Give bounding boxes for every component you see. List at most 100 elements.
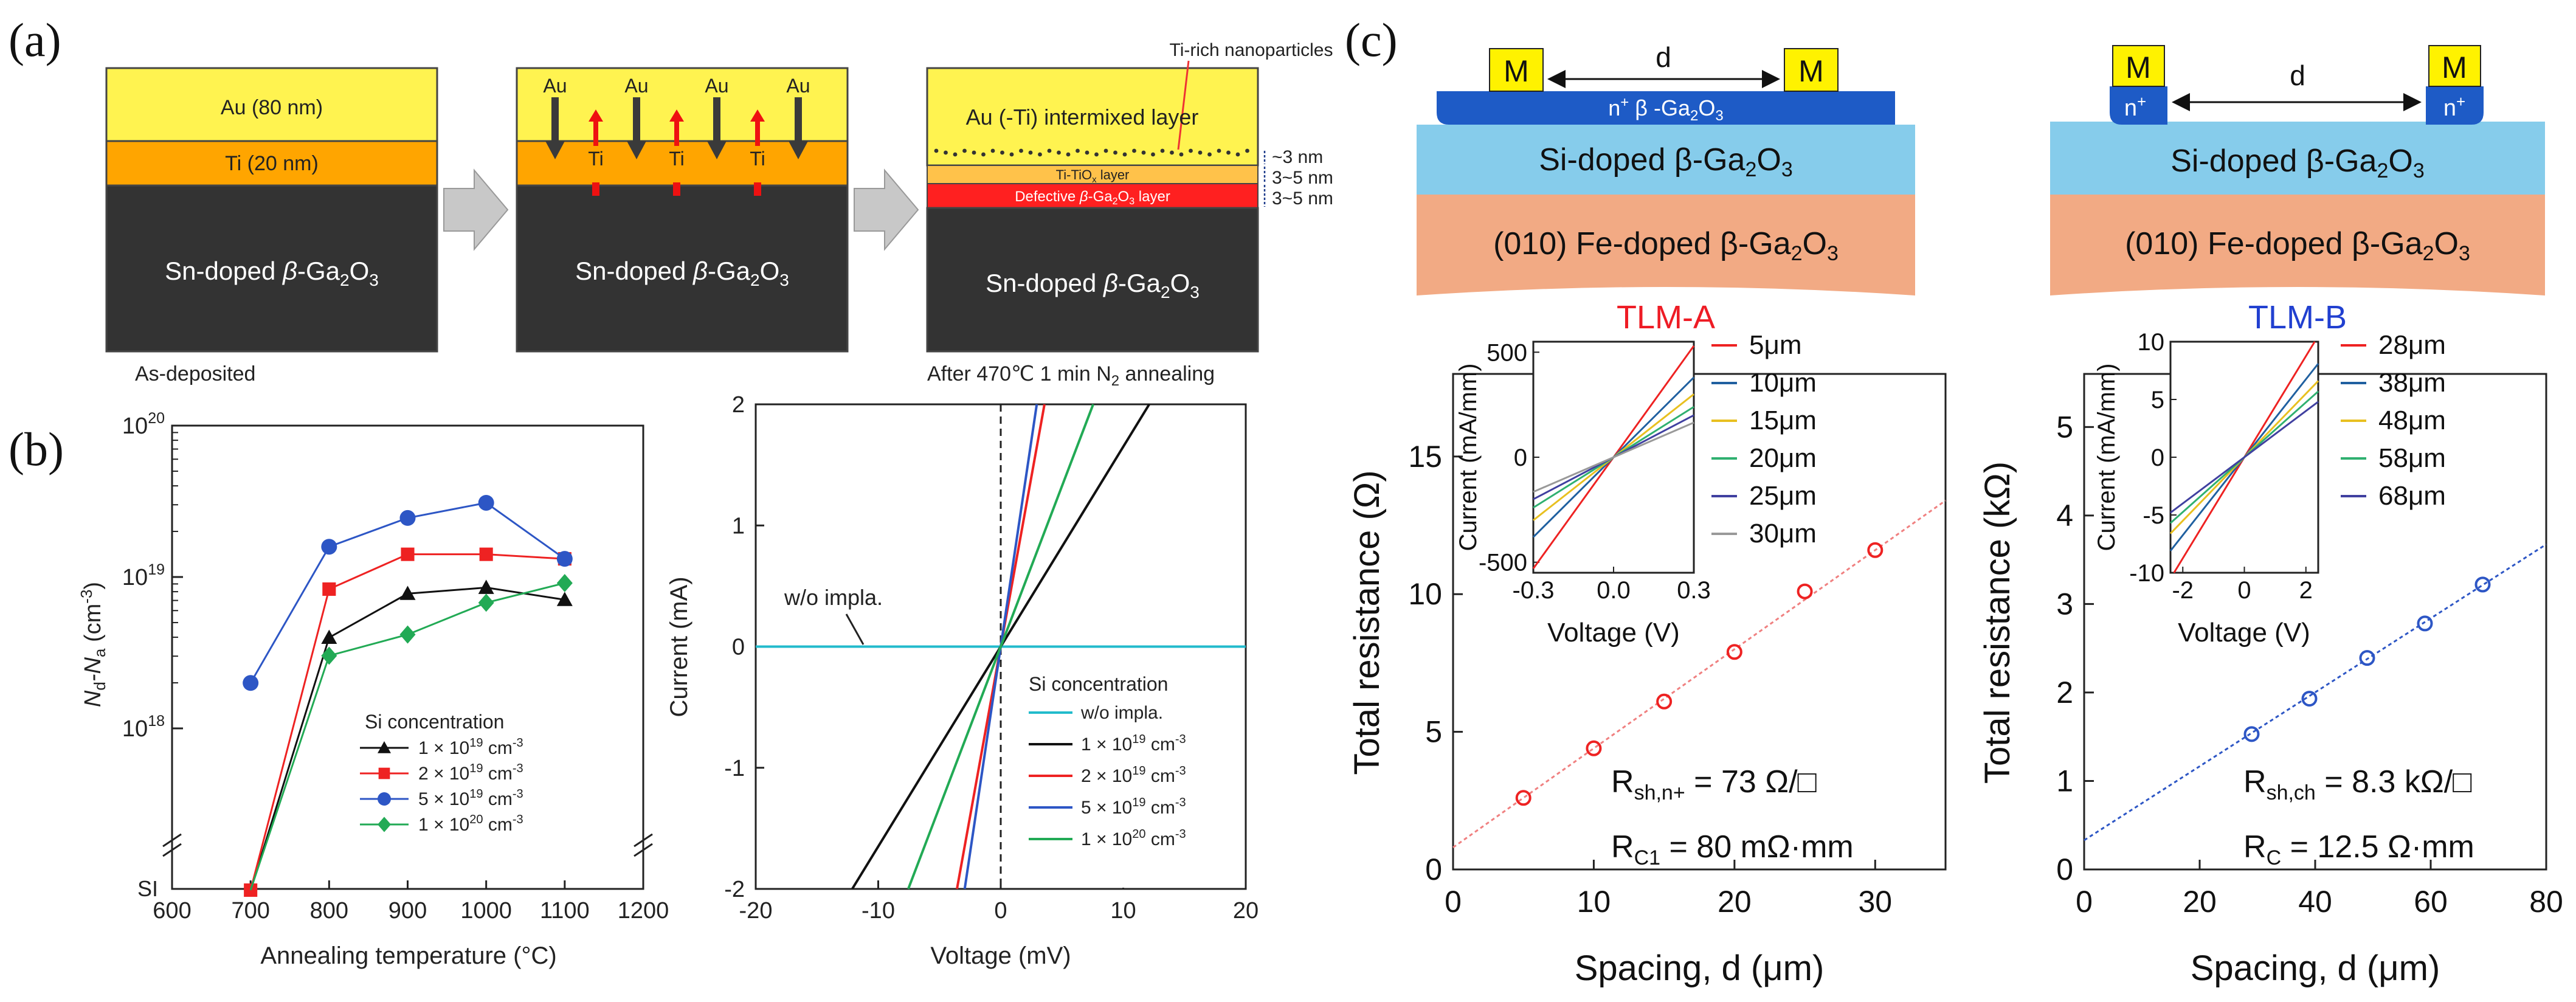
data-point (2359, 650, 2375, 666)
x-tick-label: 10 (1577, 885, 1611, 919)
ti-arrow-label: Ti (669, 148, 684, 170)
nanoparticle-dot (1151, 152, 1155, 157)
inset-x-label: Voltage (V) (2178, 618, 2310, 648)
inset-y-tick-label: 0 (2151, 444, 2164, 471)
legend: Si concentration 1 × 1019 cm-3 2 × 1019 c… (360, 711, 523, 835)
layer-stack-diffusion: Sn-doped β-Ga2O3 Au Au Au Au Ti Ti Ti (516, 67, 849, 353)
data-point (478, 593, 494, 612)
nanoparticle-dot (1245, 148, 1249, 153)
y-tick-label: 1018 (122, 713, 165, 742)
inset-y-tick-label: -500 (1479, 550, 1527, 576)
nanoparticle-dot (1094, 152, 1099, 157)
y-axis-label: Nd-Na (cm-3) (77, 582, 109, 707)
nanoparticle-dot (972, 150, 976, 155)
inset-iv-line (1533, 421, 1694, 493)
nanoparticle-dot (944, 150, 948, 155)
panel-a: (a) Au (80 nm) Ti (20 nm) Sn-doped β-Ga2… (9, 13, 1333, 389)
legend-label: 48μm (2378, 406, 2446, 435)
chart-doping-vs-temperature: 600 700 800 900 1000 1100 1200 1018 1019 1020 Ann… (77, 410, 669, 969)
axes-ticks: 0 10 20 30 0 5 10 15 (1408, 440, 1892, 919)
inset-x-tick-label: -2 (2172, 577, 2194, 604)
legend: Si concentration w/o impla. 1 × 1019 cm-3… (1021, 663, 1243, 888)
inset-y-tick-label: 10 (2138, 329, 2165, 356)
thickness-label-3: 3~5 nm (1272, 188, 1333, 209)
fit-line (2084, 544, 2547, 841)
ti-diffusion-arrow-head (750, 109, 765, 122)
au-layer (105, 67, 438, 142)
inset-iv: -0.3 0.0 0.3 -500 0 500 Voltage (V) Current (… (1455, 339, 1711, 648)
inset-x-label: Voltage (V) (1547, 618, 1680, 648)
nanoparticle-dot (1066, 152, 1071, 157)
legend-label: 2 × 1019 cm-3 (1081, 764, 1186, 786)
ti-diffusion-arrow-head (669, 109, 684, 122)
data-point (2417, 615, 2433, 632)
process-arrow-2 (854, 168, 919, 251)
au-arrow-label: Au (624, 75, 648, 97)
nanoparticle-dot (1170, 150, 1174, 155)
metal-contact-right (1784, 48, 1839, 92)
layer-stack-as-deposited: Au (80 nm) Ti (20 nm) Sn-doped β-Ga2O3 (105, 67, 438, 353)
nanoparticle-dot (990, 148, 995, 153)
data-point (321, 646, 337, 665)
ti-arrow-label: Ti (750, 148, 765, 170)
y-axis-label: Total resistance (kΩ) (1978, 461, 2017, 784)
data-point (2474, 576, 2491, 593)
n-plus-label-left: n+ (2124, 92, 2146, 121)
intermixed-layer-label: Au (-Ti) intermixed layer (966, 105, 1199, 130)
data-point (243, 675, 259, 691)
inset-y-label: Current (mA/mm) (1455, 364, 1482, 551)
data-point (1726, 644, 1742, 660)
au-diffusion-arrow-head (707, 141, 727, 159)
n-plus-layer (1437, 91, 1895, 125)
data-point (478, 579, 494, 594)
x-tick-label: 800 (310, 898, 348, 924)
ga2o3-substrate (516, 184, 849, 353)
metal-contact-left (1489, 48, 1544, 92)
tlm-a-title: TLM-A (1617, 299, 1715, 336)
inset-y-tick-label: -10 (2129, 560, 2164, 587)
x-tick-label: 80 (2529, 885, 2563, 919)
data-series (756, 403, 1246, 890)
data-point (321, 539, 337, 555)
linear-fit-line (1452, 500, 1946, 849)
au-ti-intermixed-layer (926, 67, 1259, 167)
ti-reaction-site (592, 182, 599, 196)
x-tick-label: 900 (388, 898, 427, 924)
x-axis-label: Voltage (mV) (930, 942, 1071, 969)
nanoparticles-pointer (1177, 60, 1190, 150)
ga2o3-substrate (926, 207, 1259, 353)
ti-rich-nanoparticles (934, 148, 1249, 157)
nanoparticle-dot (1009, 152, 1014, 157)
x-tick-label: 0 (1445, 885, 1462, 919)
spacing-label: d (1656, 41, 1671, 73)
metal-label-right: M (1798, 54, 1824, 88)
nanoparticle-dot (934, 148, 939, 153)
inset-y-tick-label: -5 (2143, 502, 2164, 529)
data-point (399, 586, 416, 600)
ti-reaction-site (673, 182, 680, 196)
caption-annealing: After 470℃ 1 min N2 annealing (927, 362, 1215, 389)
nanoparticle-dot (1038, 152, 1042, 157)
nanoparticle-dot (1235, 152, 1240, 157)
linear-fit-line (2084, 544, 2547, 841)
sheet-resistance-annotation: Rsh,n+ = 73 Ω/□ (1611, 764, 1817, 804)
contact-resistance-annotation: RC = 12.5 Ω·mm (2243, 829, 2474, 869)
y-tick-label: 3 (2056, 587, 2073, 621)
panel-c-label: (c) (1345, 13, 1398, 66)
legend-label: 38μm (2378, 368, 2446, 398)
nanoparticle-dot (1000, 150, 1004, 155)
x-tick-label: 30 (1858, 885, 1892, 919)
y-tick-label: 15 (1408, 440, 1442, 474)
inset-legend: 5μm 10μm 15μm 20μm 25μm 30μm (1711, 330, 1817, 548)
legend-label: 20μm (1749, 443, 1817, 473)
metal-label-right: M (2442, 50, 2467, 85)
data-point (401, 547, 415, 561)
y-axis-label: Total resistance (Ω) (1347, 470, 1387, 775)
legend-label: 30μm (1749, 519, 1817, 548)
nanoparticle-dot (1057, 150, 1061, 155)
au-diffusion-arrow-shaft (713, 97, 720, 141)
nanoparticle-dot (1198, 150, 1203, 155)
ti-diffusion-arrow-shaft (674, 122, 679, 146)
y-tick-label: 1 (732, 513, 745, 539)
